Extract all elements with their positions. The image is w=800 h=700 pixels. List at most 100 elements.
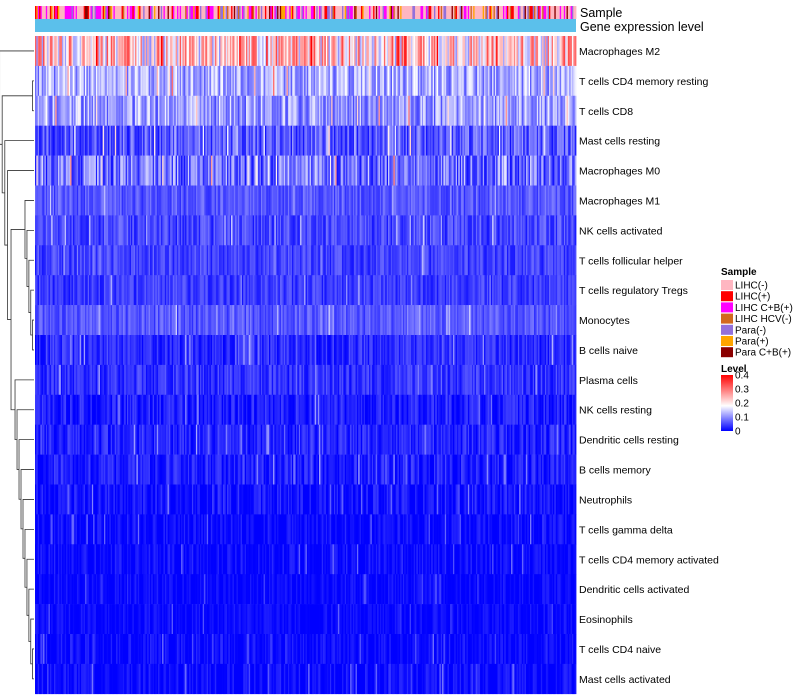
dendrogram-branch <box>30 289 34 336</box>
heatmap-cell <box>55 275 58 306</box>
heatmap-cell <box>492 275 494 306</box>
heatmap-cell <box>60 335 63 366</box>
heatmap-cell <box>471 245 474 276</box>
heatmap-cell <box>308 215 310 246</box>
sample-annotation-cell <box>538 6 540 19</box>
heatmap-cell <box>52 155 55 186</box>
heatmap-cell <box>348 65 351 97</box>
heatmap-cell <box>221 65 224 97</box>
heatmap-cell <box>262 125 264 156</box>
heatmap-cell <box>459 275 462 306</box>
heatmap-cell <box>286 155 289 186</box>
heatmap-cell <box>534 335 536 366</box>
heatmap-cell <box>274 305 277 336</box>
heatmap-cell <box>525 185 528 216</box>
sample-annotation-cell <box>310 6 313 19</box>
heatmap-cell <box>122 215 125 246</box>
heatmap-cell <box>151 335 154 366</box>
heatmap-cell <box>339 275 342 306</box>
heatmap-cell <box>512 36 515 67</box>
heatmap-cell <box>39 185 41 216</box>
heatmap-cell <box>416 335 419 366</box>
heatmap-cell <box>417 125 420 156</box>
heatmap-cell <box>323 95 325 126</box>
heatmap-cell <box>277 185 279 216</box>
heatmap-cell <box>405 185 408 216</box>
heatmap-cell <box>390 95 393 126</box>
heatmap-cell <box>474 125 477 156</box>
heatmap-cell <box>308 155 310 186</box>
heatmap-cell <box>530 36 532 67</box>
heatmap-cell <box>532 275 535 306</box>
heatmap-cell <box>124 364 127 396</box>
heatmap-cell <box>197 95 200 126</box>
heatmap-cell <box>377 95 379 126</box>
heatmap-cell <box>105 305 108 336</box>
heatmap-cell <box>152 245 155 276</box>
heatmap-cell <box>78 185 81 216</box>
heatmap-cell <box>312 65 315 97</box>
heatmap-cell <box>140 245 143 276</box>
heatmap-cell <box>358 95 360 126</box>
heatmap-cell <box>179 95 182 126</box>
heatmap-cell <box>66 215 68 246</box>
heatmap-cell <box>232 335 235 366</box>
heatmap-cell <box>56 155 59 186</box>
heatmap-cell <box>185 125 187 156</box>
sample-annotation-cell <box>394 6 397 19</box>
heatmap-cell <box>531 245 534 276</box>
heatmap-cell <box>447 275 450 306</box>
heatmap-cell <box>494 335 497 366</box>
heatmap-cell <box>346 36 348 67</box>
heatmap-cell <box>543 305 546 336</box>
heatmap-cell <box>446 275 448 306</box>
heatmap-cell <box>98 65 101 97</box>
heatmap-cell <box>229 95 232 126</box>
sample-annotation-cell <box>455 6 458 19</box>
heatmap-cell <box>304 215 306 246</box>
heatmap-cell <box>509 215 512 246</box>
heatmap-cell <box>316 275 319 306</box>
heatmap-cell <box>86 364 89 396</box>
heatmap-cell <box>255 36 258 67</box>
heatmap-cell <box>374 305 377 336</box>
heatmap-cell <box>479 245 482 276</box>
heatmap-cell <box>218 155 221 186</box>
heatmap-cell <box>49 275 52 306</box>
heatmap-cell <box>195 364 198 396</box>
heatmap-cell <box>135 215 137 246</box>
heatmap-cell <box>89 364 91 396</box>
heatmap-cell <box>333 95 336 126</box>
heatmap-cell <box>429 65 432 97</box>
sample-annotation-cell <box>174 6 177 19</box>
heatmap-cell <box>160 275 163 306</box>
heatmap-cell <box>201 155 204 186</box>
heatmap-cell <box>528 65 531 97</box>
heatmap-cell <box>64 36 67 67</box>
heatmap-cell <box>369 245 371 276</box>
heatmap-cell <box>60 215 63 246</box>
heatmap-cell <box>337 245 340 276</box>
heatmap-cell <box>346 155 348 186</box>
heatmap-cell <box>75 305 78 336</box>
heatmap-cell <box>524 36 527 67</box>
sample-annotation-cell <box>524 6 527 19</box>
heatmap-cell <box>70 125 72 156</box>
heatmap-cell <box>36 65 39 97</box>
heatmap-cell <box>286 335 289 366</box>
heatmap-cell <box>271 65 274 97</box>
heatmap-cell <box>561 125 563 156</box>
heatmap-cell <box>321 245 324 276</box>
heatmap-cell <box>517 125 520 156</box>
heatmap-cell <box>122 185 125 216</box>
heatmap-cell <box>126 305 129 336</box>
heatmap-cell <box>245 125 248 156</box>
sample-annotation-cell <box>543 6 546 19</box>
heatmap-cell <box>504 215 507 246</box>
sample-annotation-cell <box>145 6 148 19</box>
heatmap-cell <box>404 215 406 246</box>
heatmap-cell <box>515 185 517 216</box>
heatmap-cell <box>553 36 555 67</box>
heatmap-cell <box>381 185 383 216</box>
heatmap-cell <box>148 65 151 97</box>
